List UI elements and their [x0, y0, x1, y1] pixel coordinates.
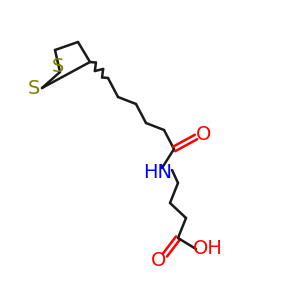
Text: OH: OH — [193, 239, 223, 259]
Text: HN: HN — [143, 163, 172, 182]
Text: S: S — [52, 56, 64, 76]
Text: O: O — [196, 125, 212, 145]
Text: S: S — [28, 79, 40, 98]
Text: O: O — [151, 251, 167, 271]
